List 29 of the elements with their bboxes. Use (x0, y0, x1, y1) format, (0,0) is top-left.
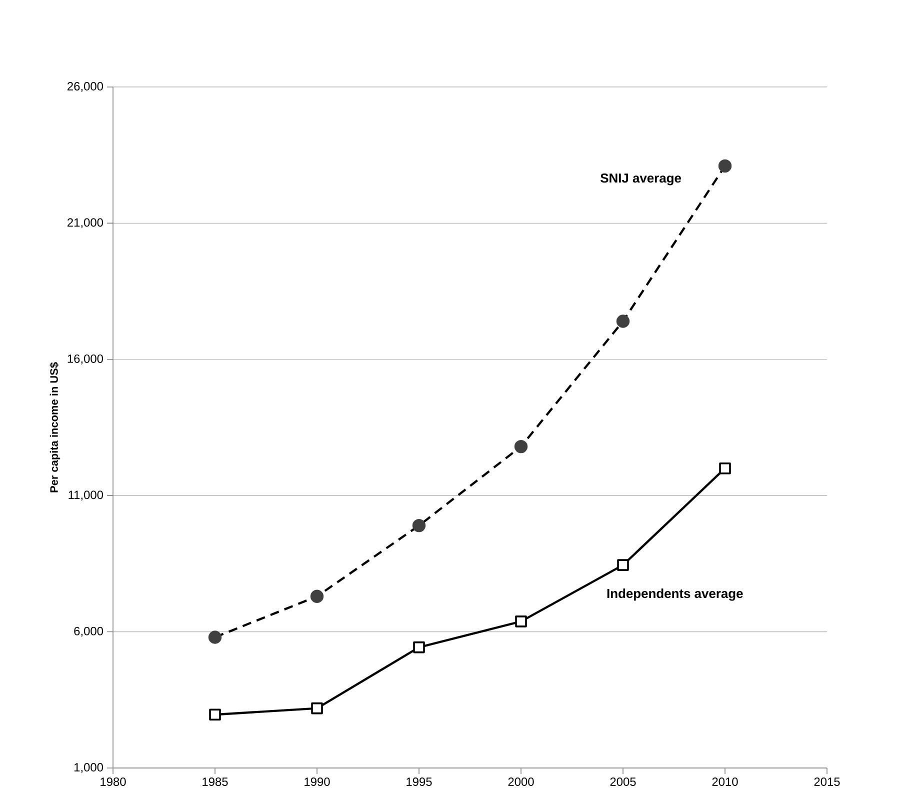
x-tick-label: 2000 (508, 778, 534, 786)
point (311, 702, 323, 714)
y-tick-label: 16,000 (68, 354, 104, 364)
point (617, 559, 629, 571)
x-tick-label: 1985 (202, 778, 228, 786)
y-tick-label: 26,000 (68, 82, 104, 92)
point (514, 440, 528, 454)
point (208, 630, 222, 644)
point (718, 159, 732, 173)
y-axis-title: Per capita income in US$ (50, 362, 60, 492)
text: SNIJ average (600, 173, 682, 186)
y-tick-label: 11,000 (68, 490, 104, 501)
y-tick-label: 21,000 (68, 218, 104, 228)
x-tick-label: 1995 (406, 778, 432, 786)
point (310, 590, 324, 603)
series-label: Independents average (607, 588, 743, 601)
point (413, 641, 425, 654)
y-tick-label: 1,000 (74, 763, 104, 773)
point (209, 708, 221, 720)
x-tick-label: 2005 (610, 778, 636, 786)
x-tick-label: 2010 (712, 778, 738, 786)
x-tick-label: 1980 (100, 778, 126, 786)
x-tick-label: 2015 (814, 778, 840, 786)
point (719, 462, 731, 474)
point (412, 518, 426, 532)
x-tick-label: 1990 (304, 778, 330, 786)
point (616, 314, 630, 328)
y-tick-label: 6,000 (74, 626, 104, 637)
point (515, 616, 527, 628)
